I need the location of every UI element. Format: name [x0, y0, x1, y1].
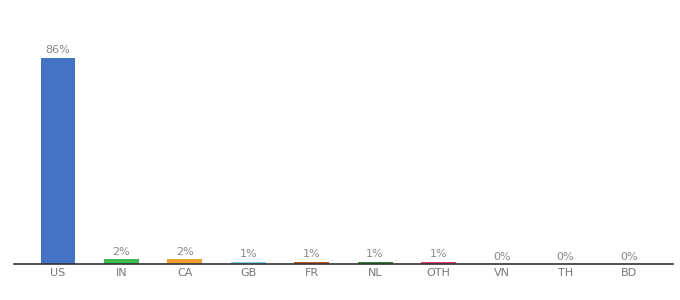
Bar: [104, 259, 139, 264]
Bar: [41, 58, 75, 264]
Text: 0%: 0%: [493, 252, 511, 262]
Text: 1%: 1%: [303, 249, 320, 259]
Text: 0%: 0%: [556, 252, 574, 262]
Text: 0%: 0%: [620, 252, 638, 262]
Bar: [231, 262, 266, 264]
Text: 2%: 2%: [113, 247, 131, 257]
Text: 1%: 1%: [430, 249, 447, 259]
Bar: [358, 262, 392, 264]
Text: 1%: 1%: [239, 249, 257, 259]
Text: 2%: 2%: [176, 247, 194, 257]
Text: 86%: 86%: [46, 45, 70, 55]
Text: 1%: 1%: [367, 249, 384, 259]
Bar: [167, 259, 202, 264]
Bar: [421, 262, 456, 264]
Bar: [294, 262, 329, 264]
